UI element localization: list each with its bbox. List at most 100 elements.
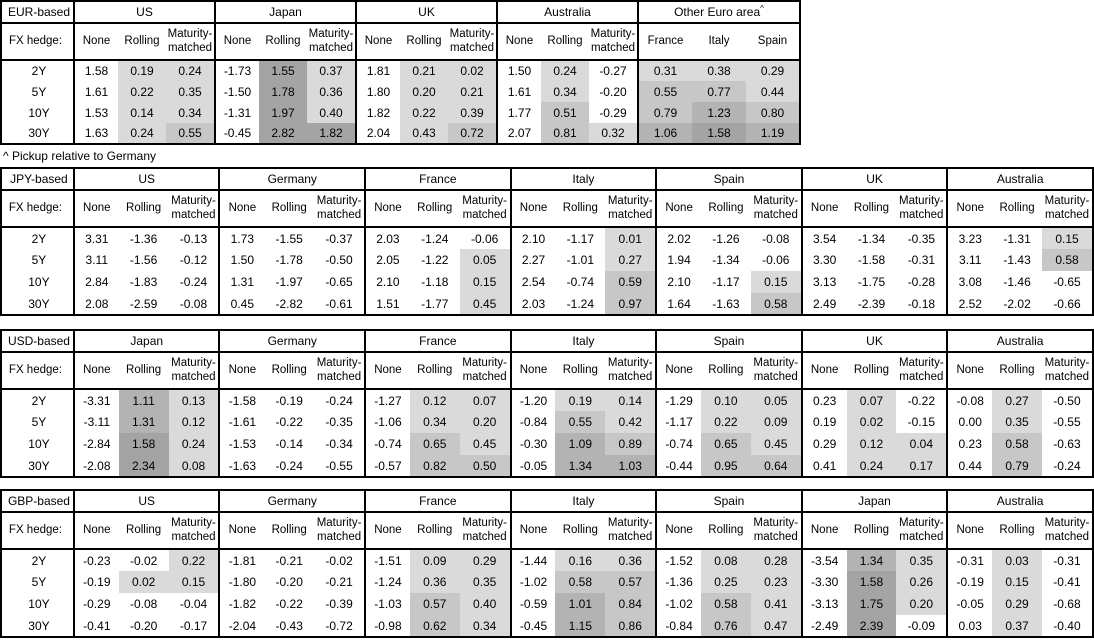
value-cell: 2.03 <box>509 293 556 315</box>
value-cell: -0.14 <box>275 437 303 451</box>
value-cell: 1.58 <box>118 433 169 455</box>
country-header: Japan <box>214 1 356 24</box>
country-header: Spain <box>655 490 802 513</box>
value-cell: 0.89 <box>605 433 657 455</box>
value-cell: -1.27 <box>364 389 410 411</box>
value-cell: -1.26 <box>712 231 740 246</box>
country-header-label: Spain <box>713 494 745 508</box>
country-header: Australia <box>496 1 638 24</box>
value-cell: 0.35 <box>166 81 215 102</box>
country-header: Spain <box>655 330 802 353</box>
value-cell: -1.73 <box>214 60 259 81</box>
hedge-col-header: Rolling <box>846 352 897 390</box>
hedge-col-header: None <box>496 23 541 61</box>
value-cell: 0.03 <box>992 549 1042 571</box>
hedge-col-header: Maturity-matched <box>896 512 948 550</box>
table-row: 10Y -2.84 1.58 0.24 -1.53 -0.14 -0.34 -0.74 0.65… <box>1 433 1093 455</box>
hedge-col-header: Maturity-matched <box>459 190 511 228</box>
value-cell: -0.22 <box>275 415 303 429</box>
value-cell: 0.04 <box>896 433 948 455</box>
tenor-row-label: 2Y <box>31 64 47 78</box>
value-cell: 0.08 <box>168 455 220 477</box>
value-cell: 0.07 <box>846 389 897 411</box>
hedge-col-header: None <box>509 352 556 390</box>
value-cell: 1.58 <box>73 60 118 81</box>
tenor-row-label: 30Y <box>28 458 50 473</box>
country-header: UK <box>800 168 948 191</box>
hedge-col-header: Rolling <box>264 512 315 550</box>
country-header: US <box>73 1 215 24</box>
value-cell: 0.40 <box>307 102 356 123</box>
country-header-label: Italy <box>572 334 595 348</box>
country-header-label: UK <box>866 172 883 186</box>
value-cell: -1.52 <box>655 549 701 571</box>
value-cell: 0.16 <box>555 549 606 571</box>
tenor-row-label: 10Y <box>28 437 50 451</box>
value-cell: 2.39 <box>846 615 897 637</box>
hedge-col-header: None <box>655 512 701 550</box>
value-cell: 0.37 <box>992 615 1042 637</box>
value-cell: 0.29 <box>800 433 847 455</box>
country-header-label: Australia <box>996 334 1044 348</box>
value-cell: 1.58 <box>692 123 746 144</box>
value-cell: -0.15 <box>907 415 935 429</box>
country-header: France <box>364 330 511 353</box>
value-cell: 1.15 <box>555 615 606 637</box>
value-cell: 0.45 <box>459 433 511 455</box>
value-cell: -0.45 <box>509 615 556 637</box>
value-cell: 1.51 <box>364 293 410 315</box>
value-cell: 0.62 <box>409 615 460 637</box>
value-cell: 1.31 <box>218 271 265 293</box>
value-cell: 0.79 <box>992 455 1042 477</box>
hedge-col-header: Italy <box>692 23 746 61</box>
value-cell: -0.21 <box>275 553 303 568</box>
value-cell: -0.40 <box>1053 618 1081 633</box>
value-cell: -0.09 <box>907 618 935 633</box>
value-cell: 2.05 <box>364 249 410 271</box>
value-cell: 0.64 <box>750 455 802 477</box>
value-cell: -1.31 <box>1003 231 1031 246</box>
value-cell: -0.45 <box>214 123 259 144</box>
value-cell: -2.82 <box>275 296 303 311</box>
base-currency-label: JPY-based <box>1 168 74 191</box>
value-cell: 1.09 <box>555 433 606 455</box>
value-cell: -0.29 <box>599 105 627 120</box>
hedge-col-header: Rolling <box>400 23 448 61</box>
value-cell: -0.50 <box>325 253 353 267</box>
hedge-col-header: Rolling <box>555 352 606 390</box>
table-row: 2Y 3.31 -1.36 -0.13 1.73 -1.55 -0.37 2.03 -1.24 -… <box>1 227 1093 249</box>
hedge-col-header: Maturity-matched <box>750 352 802 390</box>
value-cell: -0.12 <box>179 253 208 267</box>
country-header: Australia <box>946 490 1093 513</box>
hedge-col-header: Maturity-matched <box>750 512 802 550</box>
value-cell: 2.02 <box>655 227 701 249</box>
tenor-row-label: 30Y <box>28 618 50 633</box>
hedge-col-header: None <box>946 190 993 228</box>
country-header: US <box>72 168 220 191</box>
value-cell: 0.20 <box>896 593 948 615</box>
value-cell: -3.54 <box>800 549 847 571</box>
hedge-col-header: Rolling <box>555 190 606 228</box>
value-cell: 0.29 <box>992 593 1042 615</box>
value-cell: -0.19 <box>946 571 993 593</box>
tenor-row-label: 10Y <box>28 105 50 120</box>
footnote-mark: ^ <box>760 4 764 13</box>
value-cell: 0.23 <box>800 389 847 411</box>
hedge-col-header: Rolling <box>118 23 166 61</box>
value-cell: 0.09 <box>750 411 802 433</box>
value-cell: 1.82 <box>355 102 400 123</box>
value-cell: 3.31 <box>72 227 119 249</box>
value-cell: 0.45 <box>750 433 802 455</box>
hedge-col-header: Rolling <box>846 190 897 228</box>
value-cell: -1.58 <box>857 253 886 267</box>
value-cell: 0.38 <box>692 60 746 81</box>
value-cell: 0.19 <box>118 60 166 81</box>
value-cell: -1.17 <box>712 275 740 289</box>
value-cell: 0.58 <box>992 433 1042 455</box>
hedge-col-header: Maturity-matched <box>168 352 220 390</box>
value-cell: 0.76 <box>700 615 751 637</box>
value-cell: -1.63 <box>712 296 740 311</box>
country-header: Germany <box>218 330 366 353</box>
table-row: 5Y 3.11 -1.56 -0.12 1.50 -1.78 -0.50 2.05 -1.22 0… <box>1 249 1093 271</box>
value-cell: 0.27 <box>605 249 657 271</box>
